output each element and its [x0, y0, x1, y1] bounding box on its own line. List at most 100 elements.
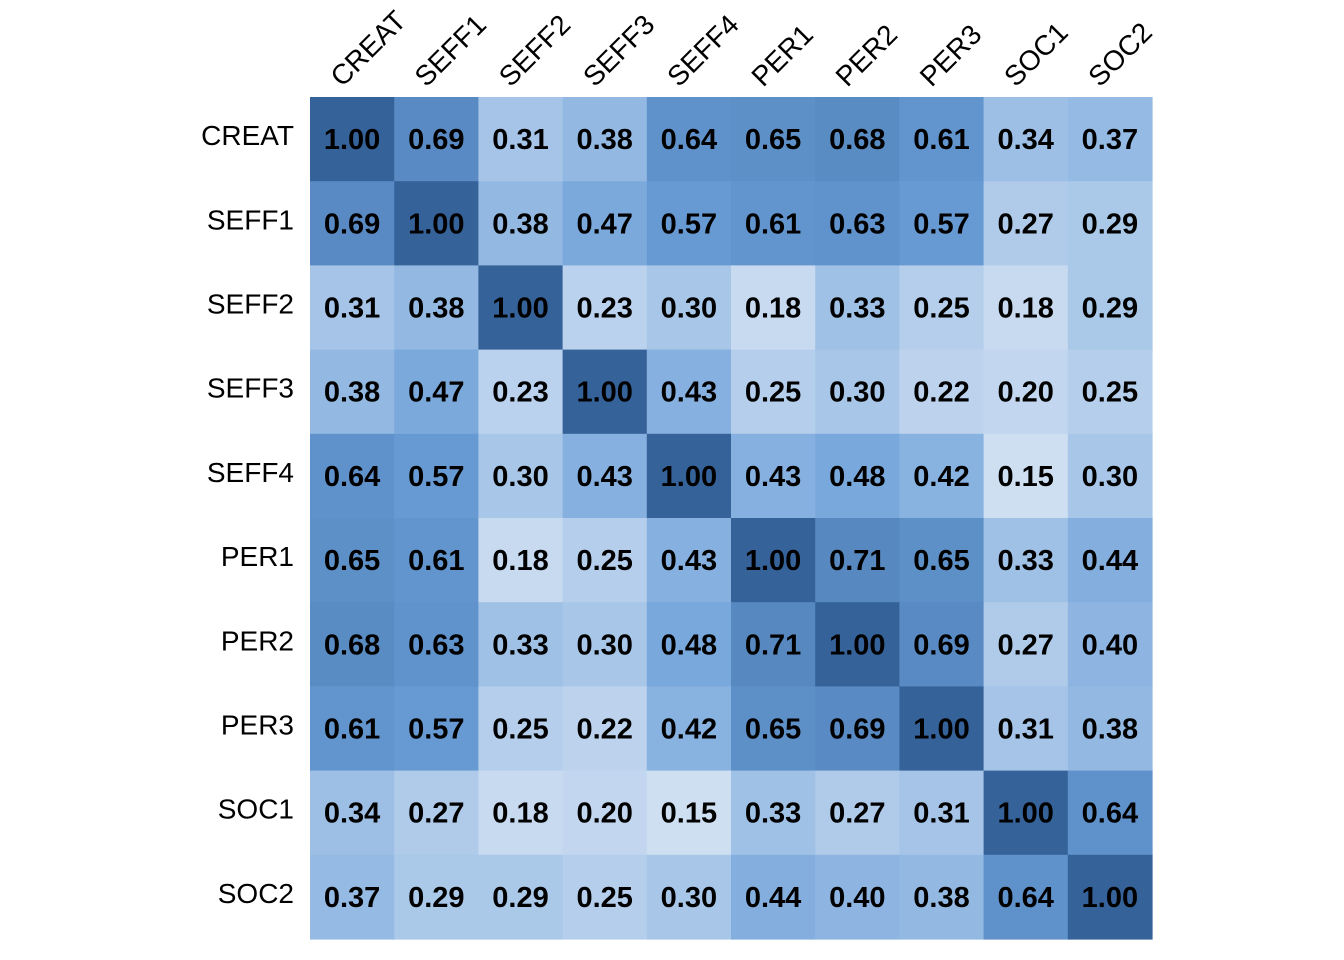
heatmap-cell: [983, 686, 1069, 772]
heatmap-cell: [815, 518, 900, 603]
heatmap-cell: [1067, 349, 1153, 435]
heatmap-cell: [983, 518, 1069, 603]
cell-value-label: 0.47: [576, 208, 632, 240]
column-label: SOC1: [998, 16, 1074, 92]
cell-value-label: 0.65: [324, 545, 380, 577]
heatmap-cell: [1067, 602, 1153, 687]
cell-value-label: 0.33: [745, 798, 801, 830]
cell-value-label: 0.29: [1082, 293, 1138, 325]
heatmap-cell: [731, 181, 816, 266]
cell-value-label: 0.25: [576, 545, 632, 577]
row-label: SEFF2: [207, 289, 294, 320]
row-label: SEFF1: [207, 204, 294, 235]
heatmap-cell: [310, 602, 395, 687]
heatmap-cell: [899, 433, 985, 519]
cell-value-label: 0.34: [997, 124, 1053, 156]
cell-value-label: 0.33: [492, 629, 548, 661]
heatmap-cells: [310, 97, 1153, 940]
cell-value-label: 0.30: [492, 461, 548, 493]
cell-value-label: 0.20: [997, 377, 1053, 409]
heatmap-cell: [815, 602, 900, 687]
cell-value-label: 0.63: [829, 208, 885, 240]
heatmap-cell: [1067, 770, 1153, 856]
column-label: SEFF4: [661, 9, 745, 93]
cell-value-label: 0.68: [324, 629, 380, 661]
cell-value-label: 0.31: [913, 798, 969, 830]
heatmap-cell: [646, 770, 732, 856]
cell-value-label: 0.43: [661, 377, 717, 409]
cell-value-label: 0.20: [576, 798, 632, 830]
heatmap-cell: [731, 433, 816, 519]
cell-value-label: 0.57: [661, 208, 717, 240]
cell-value-label: 0.65: [745, 124, 801, 156]
cell-value-label: 0.25: [913, 293, 969, 325]
heatmap-cell: [646, 265, 732, 351]
heatmap-cell: [646, 686, 732, 772]
row-label: SEFF4: [207, 457, 294, 488]
heatmap-cell: [394, 518, 479, 603]
cell-value-label: 0.69: [408, 124, 464, 156]
cell-value-label: 0.37: [1082, 124, 1138, 156]
cell-value-label: 0.71: [829, 545, 885, 577]
cell-value-label: 0.65: [745, 714, 801, 746]
cell-value-label: 0.63: [408, 629, 464, 661]
cell-value-label: 0.61: [745, 208, 801, 240]
column-label: SEFF1: [409, 9, 493, 93]
heatmap-cell: [394, 349, 479, 435]
cell-value-label: 0.31: [324, 293, 380, 325]
heatmap-cell: [1067, 433, 1153, 519]
heatmap-cell: [562, 518, 648, 603]
cell-value-label: 0.69: [324, 208, 380, 240]
row-labels: CREAT SEFF1 SEFF2 SEFF3 SEFF4 PER1 PER2 PER3 SOC…: [201, 120, 294, 909]
heatmap-cell: [478, 854, 564, 940]
cell-value-label: 0.18: [492, 545, 548, 577]
cell-value-label: 0.31: [492, 124, 548, 156]
heatmap-cell: [899, 265, 985, 351]
heatmap-cell: [899, 349, 985, 435]
cell-value-label: 0.27: [997, 629, 1053, 661]
heatmap-cell: [310, 770, 395, 856]
heatmap-cell: [478, 686, 564, 772]
cell-value-label: 0.61: [324, 714, 380, 746]
cell-value-label: 0.43: [745, 461, 801, 493]
heatmap-cell: [646, 433, 732, 519]
cell-value-label: 0.38: [1082, 714, 1138, 746]
heatmap-cell: [1067, 854, 1153, 940]
heatmap-cell: [646, 854, 732, 940]
cell-value-label: 0.25: [745, 377, 801, 409]
heatmap-cell: [815, 770, 900, 856]
heatmap-cell: [394, 181, 479, 266]
column-label: PER1: [745, 19, 819, 93]
cell-value-label: 0.37: [324, 882, 380, 914]
row-label: PER1: [221, 541, 294, 572]
cell-value-label: 1.00: [408, 208, 464, 240]
heatmap-cell: [1067, 265, 1153, 351]
heatmap-cell: [562, 770, 648, 856]
cell-value-label: 0.57: [913, 208, 969, 240]
heatmap-cell: [899, 686, 985, 772]
heatmap-cell: [478, 518, 564, 603]
cell-value-label: 0.38: [492, 208, 548, 240]
heatmap-cell: [983, 602, 1069, 687]
cell-value-label: 0.30: [661, 882, 717, 914]
cell-value-label: 0.22: [576, 714, 632, 746]
cell-value-label: 0.48: [661, 629, 717, 661]
cell-value-label: 0.23: [576, 293, 632, 325]
cell-value-label: 0.57: [408, 461, 464, 493]
heatmap-cell: [731, 686, 816, 772]
heatmap-cell: [646, 602, 732, 687]
cell-value-label: 0.18: [492, 798, 548, 830]
heatmap-cell: [983, 433, 1069, 519]
heatmap-cell: [731, 518, 816, 603]
row-label: SEFF3: [207, 373, 294, 404]
cell-value-label: 0.23: [492, 377, 548, 409]
heatmap-cell: [310, 433, 395, 519]
cell-value-label: 0.27: [408, 798, 464, 830]
heatmap-cell-labels: 1.00 0.69 0.31 0.38 0.64 0.65 0.68 0.61 0.34 0.37…: [324, 124, 1138, 914]
cell-value-label: 0.30: [829, 377, 885, 409]
heatmap-cell: [983, 349, 1069, 435]
cell-value-label: 0.42: [661, 714, 717, 746]
cell-value-label: 0.43: [661, 545, 717, 577]
cell-value-label: 1.00: [661, 461, 717, 493]
column-label: SEFF2: [493, 9, 577, 93]
